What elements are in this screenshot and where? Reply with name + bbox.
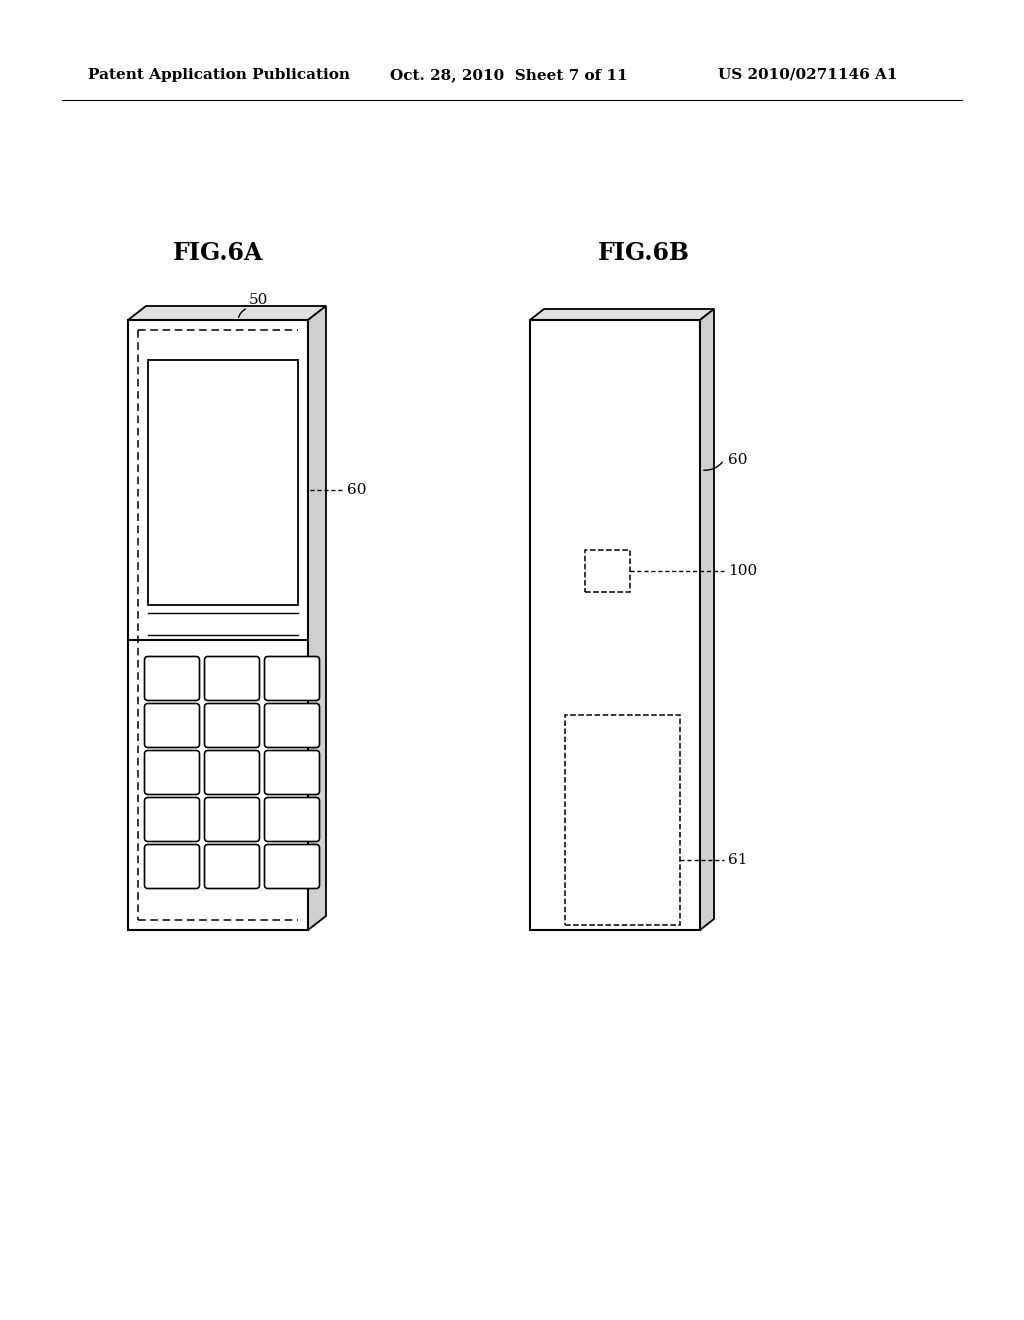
FancyBboxPatch shape	[144, 797, 200, 842]
Bar	[128, 319, 308, 931]
FancyBboxPatch shape	[144, 656, 200, 701]
Text: 61: 61	[728, 853, 748, 867]
FancyBboxPatch shape	[144, 751, 200, 795]
Text: 100: 100	[728, 564, 758, 578]
Text: Patent Application Publication: Patent Application Publication	[88, 69, 350, 82]
FancyBboxPatch shape	[264, 845, 319, 888]
FancyBboxPatch shape	[264, 704, 319, 747]
FancyBboxPatch shape	[264, 751, 319, 795]
Text: FIG.6B: FIG.6B	[598, 242, 690, 265]
FancyBboxPatch shape	[205, 704, 259, 747]
Bar	[565, 715, 680, 925]
FancyBboxPatch shape	[205, 656, 259, 701]
Polygon shape	[308, 306, 326, 931]
FancyBboxPatch shape	[144, 704, 200, 747]
Text: 50: 50	[248, 293, 267, 308]
Text: Oct. 28, 2010  Sheet 7 of 11: Oct. 28, 2010 Sheet 7 of 11	[390, 69, 628, 82]
FancyBboxPatch shape	[205, 845, 259, 888]
Text: FIG.6A: FIG.6A	[173, 242, 263, 265]
Text: US 2010/0271146 A1: US 2010/0271146 A1	[718, 69, 897, 82]
Bar	[148, 360, 298, 605]
Bar	[530, 319, 700, 931]
FancyBboxPatch shape	[264, 656, 319, 701]
FancyBboxPatch shape	[264, 797, 319, 842]
Polygon shape	[530, 309, 714, 319]
Bar	[585, 550, 630, 591]
FancyBboxPatch shape	[144, 845, 200, 888]
Text: 60: 60	[728, 453, 748, 467]
Text: 60: 60	[347, 483, 367, 498]
FancyBboxPatch shape	[205, 797, 259, 842]
FancyBboxPatch shape	[205, 751, 259, 795]
Polygon shape	[700, 309, 714, 931]
Polygon shape	[128, 306, 326, 319]
